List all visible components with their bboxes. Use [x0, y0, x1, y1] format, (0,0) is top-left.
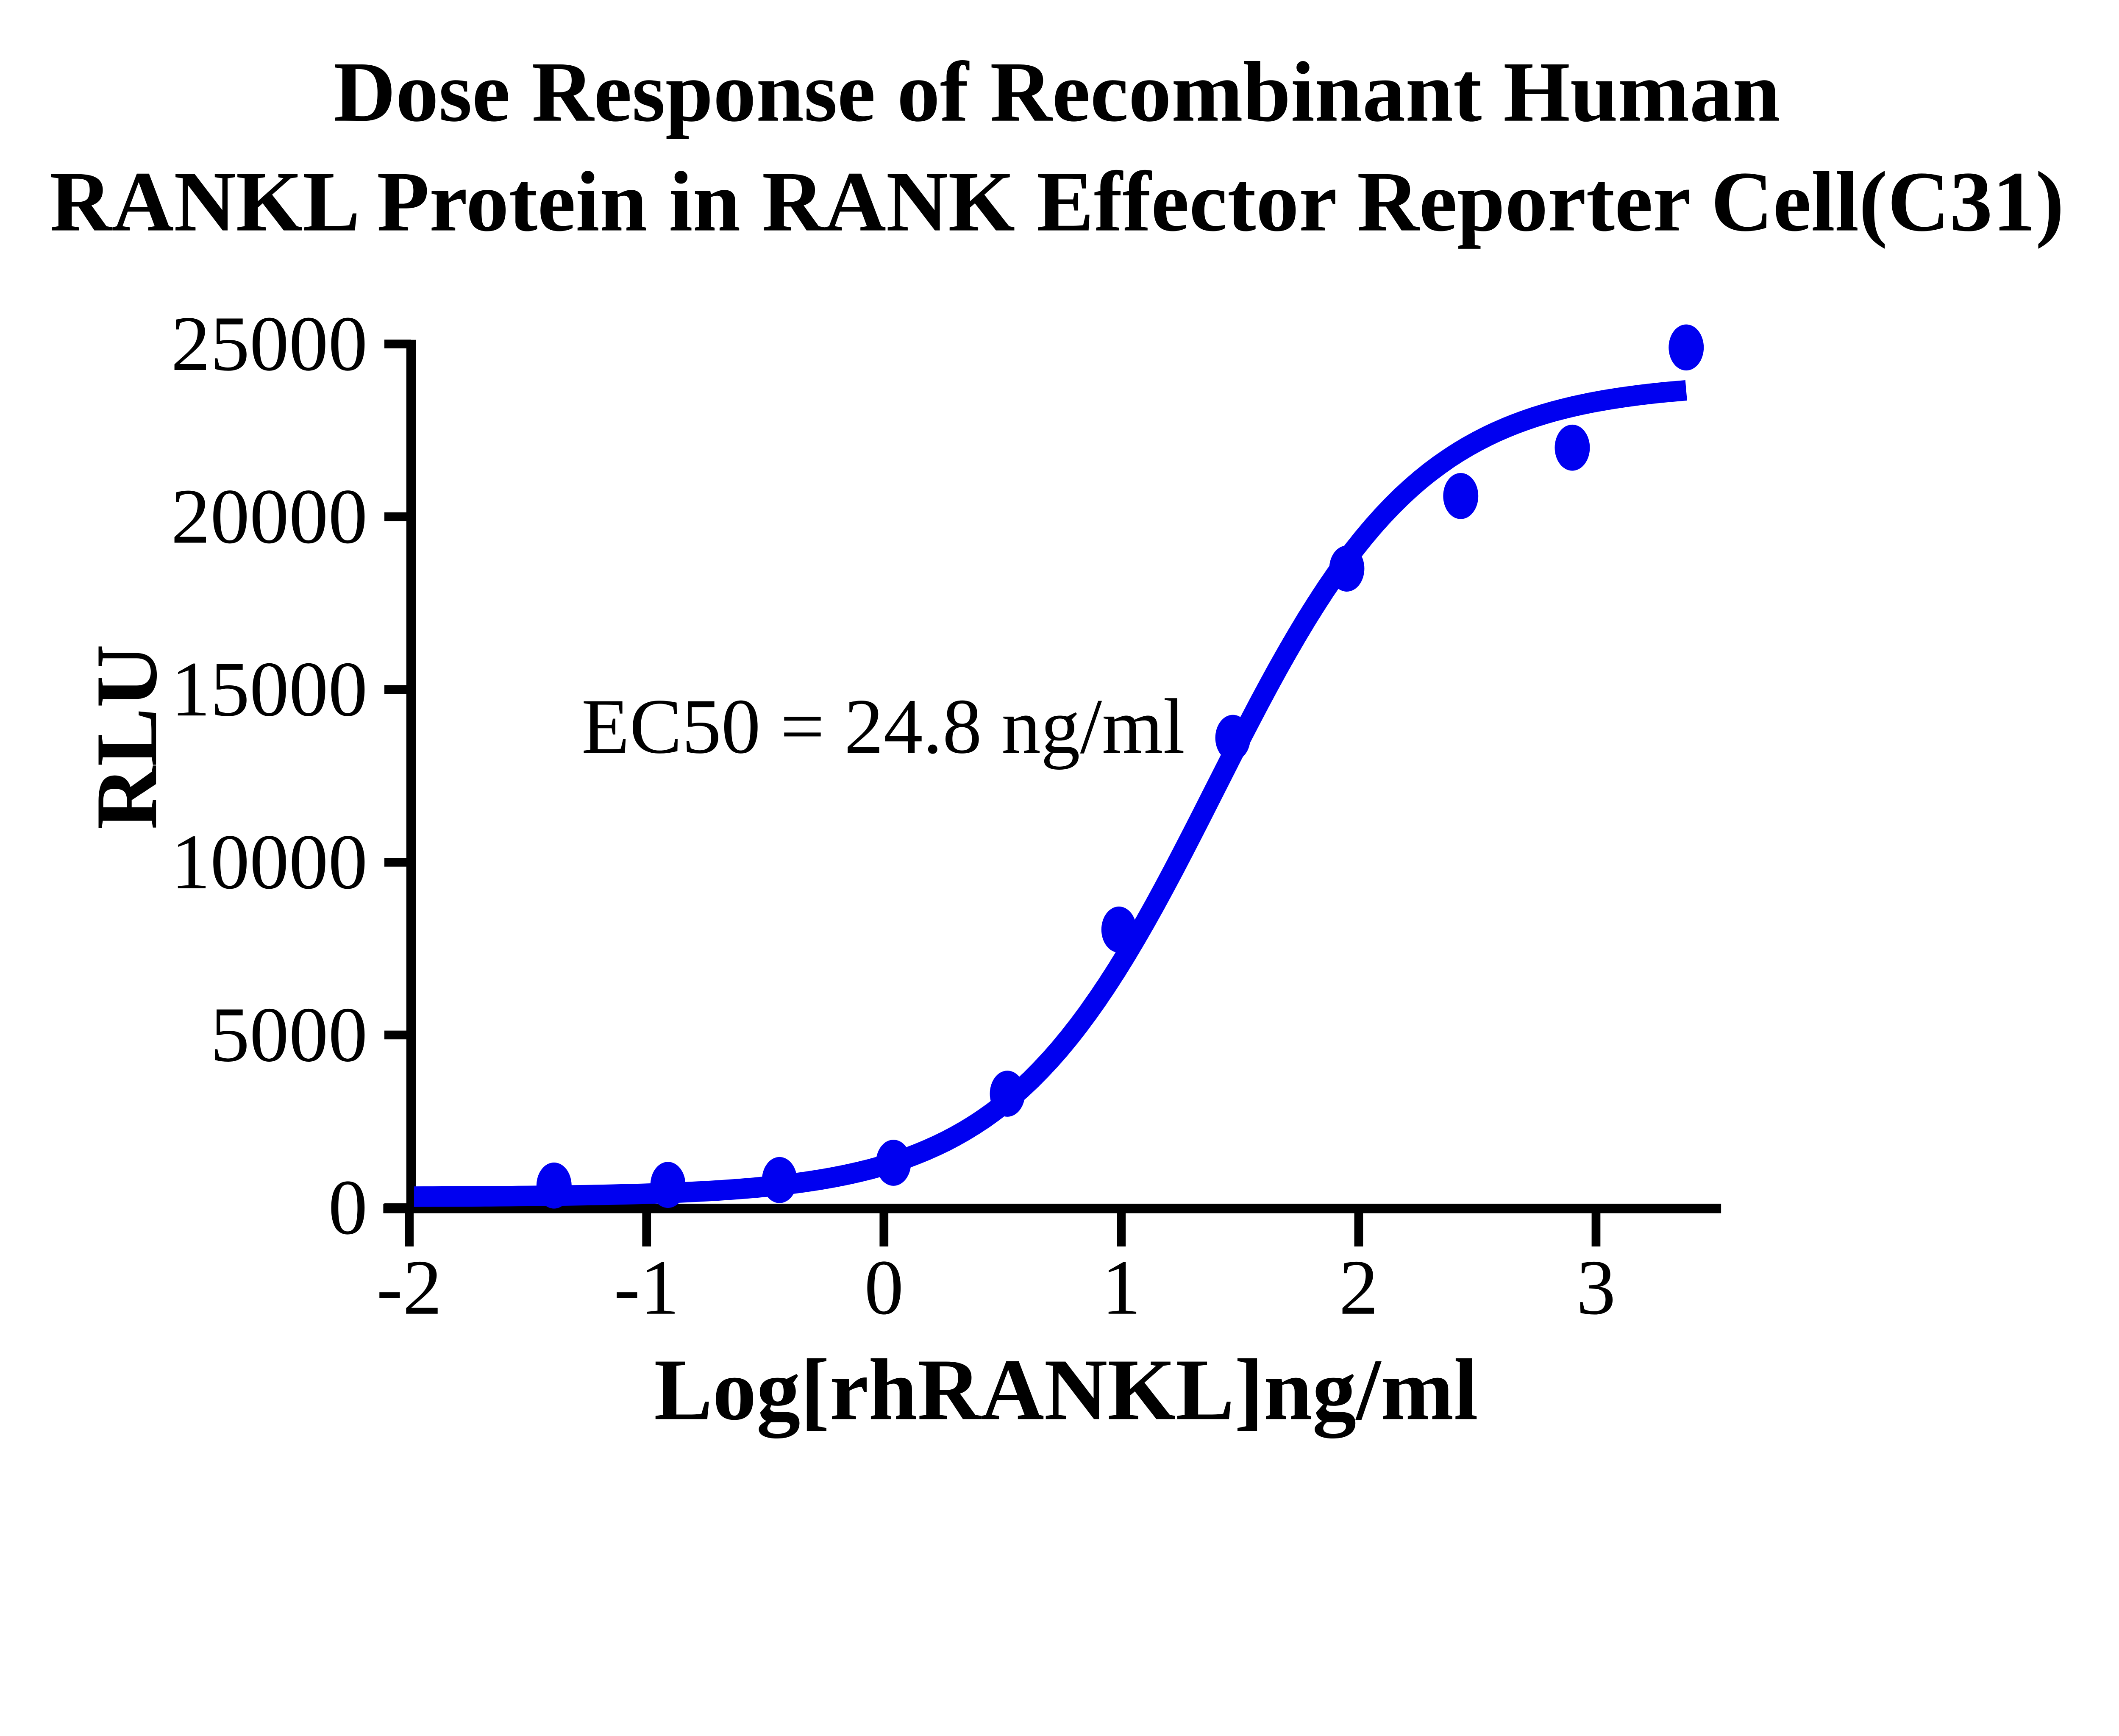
- data-point: [536, 1162, 572, 1209]
- y-axis-tick-label: 20000: [171, 473, 367, 560]
- fit-curve: [413, 380, 1687, 1207]
- y-axis-tick-label: 10000: [171, 819, 367, 906]
- chart-background: [0, 0, 2119, 1498]
- y-axis-tick-label: 5000: [210, 991, 367, 1078]
- chart-title-line-1: Dose Response of Recombinant Human: [334, 44, 1780, 139]
- y-axis-tick-label: 0: [328, 1164, 368, 1251]
- data-point: [1554, 424, 1590, 471]
- x-axis-title: Log[rhRANKL]ng/ml: [654, 1341, 1478, 1438]
- data-point: [1443, 473, 1479, 519]
- x-axis-tick-label: 2: [1339, 1244, 1379, 1331]
- x-axis-tick-label: -1: [614, 1244, 679, 1331]
- y-axis-tick-label: 25000: [171, 300, 367, 387]
- data-point: [1669, 324, 1704, 371]
- fit-curve-layer: [413, 380, 1687, 1207]
- data-point: [876, 1140, 911, 1186]
- data-point: [650, 1162, 686, 1208]
- ec50-annotation: EC50 = 24.8 ng/ml: [581, 683, 1185, 770]
- x-axis-tick-label: -2: [376, 1244, 442, 1331]
- chart-title-line-2: RANKL Protein in RANK Effector Reporter …: [50, 154, 2064, 249]
- x-axis-tick-label: 1: [1101, 1244, 1141, 1331]
- y-axis-tick-label: 15000: [171, 646, 367, 733]
- data-point: [762, 1157, 797, 1203]
- data-point: [1215, 715, 1251, 761]
- data-point: [1101, 906, 1137, 953]
- axes-layer: 0 5000 10000 15000 20000 25000 -2 -1 0 1 2 3: [171, 300, 1721, 1331]
- dose-response-figure: Dose Response of Recombinant Human RANKL…: [0, 0, 2119, 1498]
- x-axis-tick-label: 0: [864, 1244, 904, 1331]
- chart-canvas: Dose Response of Recombinant Human RANKL…: [0, 0, 2119, 1498]
- x-axis-tick-label: 3: [1577, 1244, 1616, 1331]
- data-point: [1329, 545, 1365, 592]
- data-points-layer: [536, 324, 1704, 1209]
- y-axis-title: RLU: [78, 644, 175, 829]
- data-point: [990, 1071, 1025, 1117]
